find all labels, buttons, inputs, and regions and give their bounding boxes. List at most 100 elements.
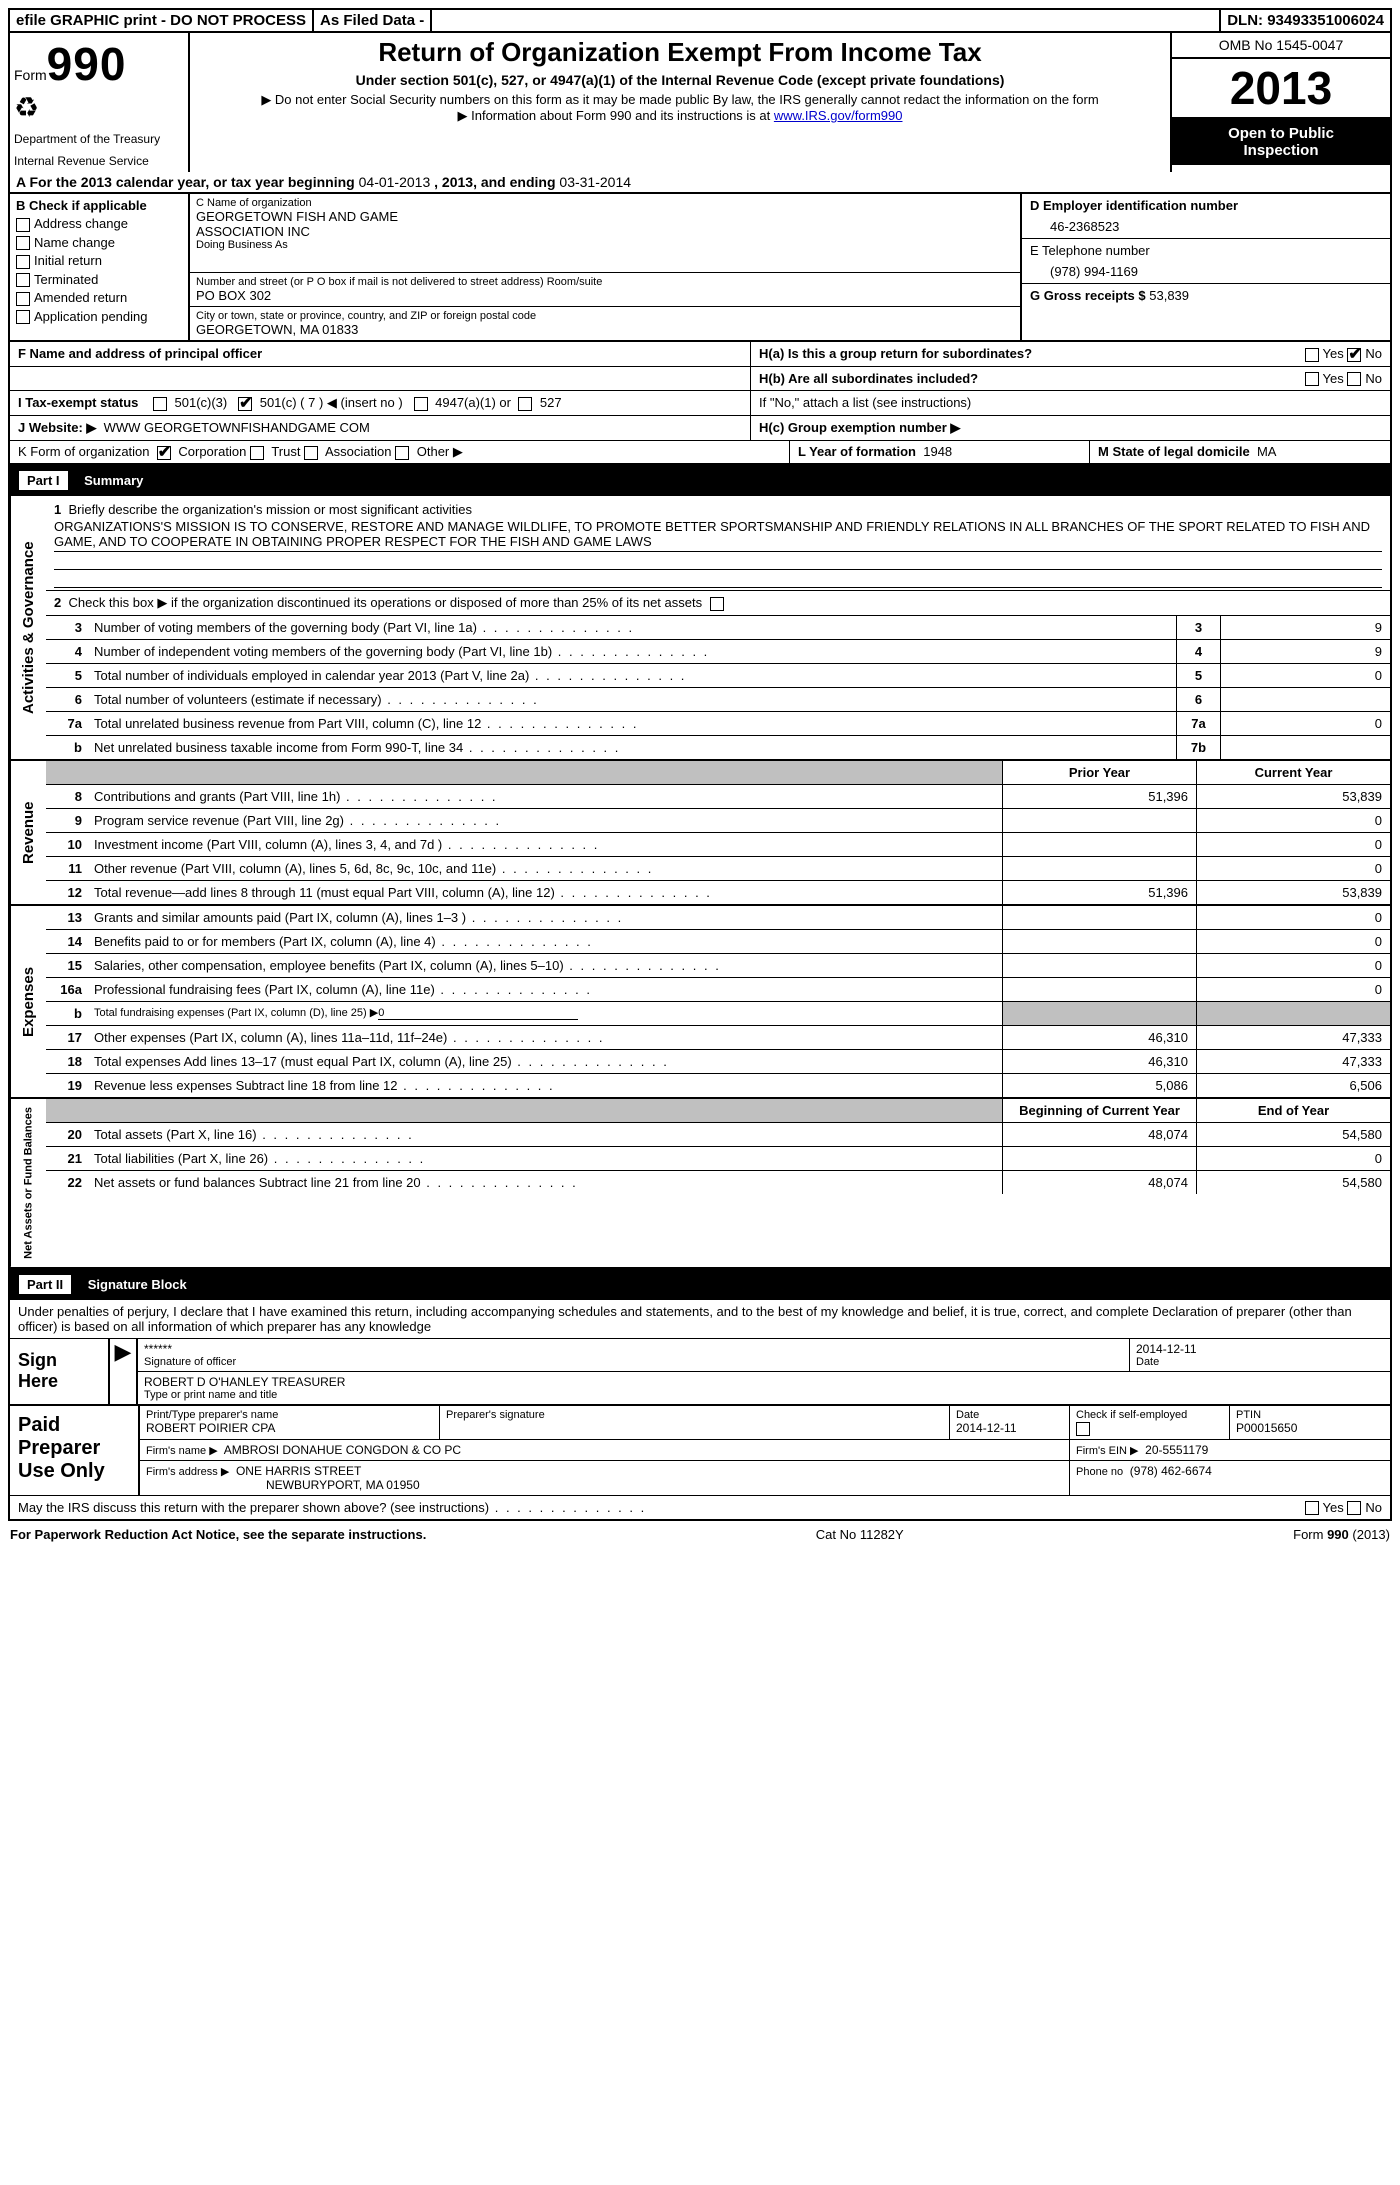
row-i: I Tax-exempt status 501(c)(3) 501(c) ( 7… <box>8 391 1392 416</box>
r13-curr: 0 <box>1196 906 1390 929</box>
website-label: J Website: ▶ <box>18 420 96 435</box>
r16a: 16aProfessional fundraising fees (Part I… <box>46 978 1390 1002</box>
chk-initial-return[interactable] <box>16 255 30 269</box>
col-boy: Beginning of Current Year <box>1002 1099 1196 1122</box>
chk-other[interactable] <box>395 446 409 460</box>
org-name-block: C Name of organization GEORGETOWN FISH A… <box>190 194 1020 273</box>
net-hdr-blank <box>46 1099 1002 1122</box>
open-line1: Open to Public <box>1178 125 1384 142</box>
sig-date-cell: 2014-12-11 Date <box>1130 1339 1390 1371</box>
chk-ha-no[interactable] <box>1347 348 1361 362</box>
part-2-title: Signature Block <box>88 1277 187 1292</box>
part-1-header: Part I Summary <box>8 465 1392 496</box>
chk-app-pending[interactable] <box>16 310 30 324</box>
firm-addr-cell: Firm's address ▶ ONE HARRIS STREET NEWBU… <box>140 1461 1070 1495</box>
chk-4947[interactable] <box>414 397 428 411</box>
header-mid: Return of Organization Exempt From Incom… <box>190 33 1170 172</box>
tax-year: 2013 <box>1172 59 1390 119</box>
q7a-val: 0 <box>1220 712 1390 735</box>
chk-corp[interactable] <box>157 446 171 460</box>
as-filed-data <box>432 10 1221 31</box>
paid-preparer-label: Paid Preparer Use Only <box>10 1406 140 1495</box>
r14-prior <box>1002 930 1196 953</box>
chk-ha-yes[interactable] <box>1305 348 1319 362</box>
r16b: bTotal fundraising expenses (Part IX, co… <box>46 1002 1390 1026</box>
col-prior: Prior Year <box>1002 761 1196 784</box>
tax-exempt-label: I Tax-exempt status <box>18 395 138 410</box>
r19-prior: 5,086 <box>1002 1074 1196 1097</box>
prep-line-3: Firm's address ▶ ONE HARRIS STREET NEWBU… <box>140 1461 1390 1495</box>
q6-val <box>1220 688 1390 711</box>
chk-assoc[interactable] <box>304 446 318 460</box>
footer-mid: Cat No 11282Y <box>816 1527 904 1542</box>
lbl-app-pending: Application pending <box>34 309 147 324</box>
header-right: OMB No 1545-0047 2013 Open to Public Ins… <box>1170 33 1390 172</box>
check-if-self: Check if self-employed <box>1076 1409 1223 1421</box>
q4-text: Number of independent voting members of … <box>90 640 1176 663</box>
firm-ein-cell: Firm's EIN ▶ 20-5551179 <box>1070 1440 1390 1460</box>
prep-date: 2014-12-11 <box>956 1421 1063 1435</box>
signature-block: Under penalties of perjury, I declare th… <box>8 1300 1392 1521</box>
r16a-curr: 0 <box>1196 978 1390 1001</box>
dln-value: 93493351006024 <box>1267 12 1384 29</box>
col-m: M State of legal domicile MA <box>1090 441 1390 463</box>
chk-501c[interactable] <box>238 397 252 411</box>
q2-text: Check this box ▶ if the organization dis… <box>68 595 702 610</box>
prep-line-2: Firm's name ▶ AMBROSI DONAHUE CONGDON & … <box>140 1440 1390 1461</box>
org-name-1: GEORGETOWN FISH AND GAME <box>196 209 1014 224</box>
exp-section: Expenses 13Grants and similar amounts pa… <box>8 906 1392 1099</box>
firm-name: AMBROSI DONAHUE CONGDON & CO PC <box>224 1443 461 1457</box>
prep-name: ROBERT POIRIER CPA <box>146 1421 433 1435</box>
mission-blank-2 <box>54 570 1382 588</box>
r8-text: Contributions and grants (Part VIII, lin… <box>90 785 1002 808</box>
r12-prior: 51,396 <box>1002 881 1196 904</box>
r16b-val: 0 <box>378 1007 578 1020</box>
dba-label: Doing Business As <box>196 239 1014 251</box>
q7a-text: Total unrelated business revenue from Pa… <box>90 712 1176 735</box>
chk-address-change[interactable] <box>16 218 30 232</box>
mission-text: ORGANIZATIONS'S MISSION IS TO CONSERVE, … <box>54 517 1382 552</box>
discuss-row: May the IRS discuss this return with the… <box>10 1496 1390 1519</box>
net-content: Beginning of Current Year End of Year 20… <box>46 1099 1390 1267</box>
chk-501c3[interactable] <box>153 397 167 411</box>
chk-discuss-no[interactable] <box>1347 1501 1361 1515</box>
ein-value: 46-2368523 <box>1030 213 1382 234</box>
chk-hb-no[interactable] <box>1347 372 1361 386</box>
type-name-label: Type or print name and title <box>144 1389 1384 1401</box>
chk-trust[interactable] <box>250 446 264 460</box>
r19-text: Revenue less expenses Subtract line 18 f… <box>90 1074 1002 1097</box>
chk-self-employed[interactable] <box>1076 1422 1090 1436</box>
chk-hb-yes[interactable] <box>1305 372 1319 386</box>
col-hb: H(b) Are all subordinates included? Yes … <box>750 367 1390 391</box>
mission-blank-1 <box>54 552 1382 570</box>
phone-block: E Telephone number (978) 994-1169 <box>1022 239 1390 284</box>
chk-discuss-yes[interactable] <box>1305 1501 1319 1515</box>
principal-officer-label: F Name and address of principal officer <box>18 346 262 361</box>
line-a-begin: 04-01-2013 <box>359 174 431 190</box>
chk-terminated[interactable] <box>16 273 30 287</box>
r21-text: Total liabilities (Part X, line 26) <box>90 1147 1002 1170</box>
discuss-yes: Yes <box>1323 1500 1344 1515</box>
chk-q2[interactable] <box>710 597 724 611</box>
sig-date-label: Date <box>1136 1356 1384 1368</box>
net-section: Net Assets or Fund Balances Beginning of… <box>8 1099 1392 1269</box>
r17-text: Other expenses (Part IX, column (A), lin… <box>90 1026 1002 1049</box>
r17-prior: 46,310 <box>1002 1026 1196 1049</box>
chk-527[interactable] <box>518 397 532 411</box>
firm-ein-label: Firm's EIN ▶ <box>1076 1445 1139 1457</box>
form-label: Form <box>14 67 47 83</box>
r15-curr: 0 <box>1196 954 1390 977</box>
ha-label: H(a) Is this a group return for subordin… <box>759 346 1032 361</box>
q5-val: 0 <box>1220 664 1390 687</box>
irs-link[interactable]: www.IRS.gov/form990 <box>774 108 903 123</box>
chk-amended[interactable] <box>16 292 30 306</box>
part-1-label: Part I <box>18 470 69 491</box>
col-i: I Tax-exempt status 501(c)(3) 501(c) ( 7… <box>10 391 750 415</box>
r8-curr: 53,839 <box>1196 785 1390 808</box>
r12: 12Total revenue—add lines 8 through 11 (… <box>46 881 1390 904</box>
hb-no: No <box>1365 371 1382 386</box>
footer-right: Form 990 (2013) <box>1293 1527 1390 1542</box>
r21-eoy: 0 <box>1196 1147 1390 1170</box>
chk-name-change[interactable] <box>16 236 30 250</box>
gross-receipts-block: G Gross receipts $ 53,839 <box>1022 284 1390 307</box>
